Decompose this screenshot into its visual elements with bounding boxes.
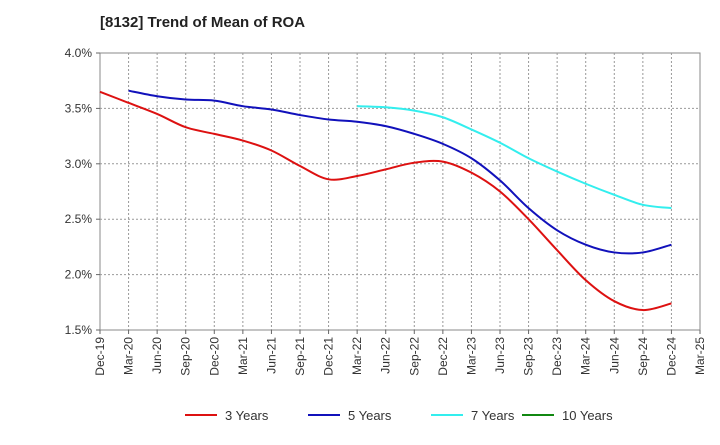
plot-area [99,52,701,331]
x-tick-label: Mar-22 [350,337,364,375]
legend-label-5-years: 5 Years [348,408,392,423]
x-tick-label: Sep-23 [522,337,536,376]
series-lines [99,89,672,312]
x-tick-label: Jun-24 [607,337,621,374]
axes: 1.5% 2.0% 2.5% 3.0% 3.5% 4.0% Dec-19 Mar-20 Jun-… [65,46,707,376]
x-tick-label: Mar-23 [464,337,478,375]
y-tick-label: 1.5% [65,323,93,337]
x-tick-label: Jun-20 [150,337,164,374]
legend-label-7-years: 7 Years [471,408,515,423]
x-tick-label: Sep-21 [293,337,307,376]
series-line-3-years [99,90,672,312]
x-tick-label: Dec-24 [664,337,678,376]
x-tick-label: Jun-21 [264,337,278,374]
x-tick-label: Mar-21 [236,337,250,375]
legend: 3 Years 5 Years 7 Years 10 Years [185,408,613,423]
legend-label-10-years: 10 Years [562,408,613,423]
x-tick-label: Mar-25 [693,337,707,375]
series-line-5-years [128,89,672,255]
x-tick-label: Mar-24 [579,337,593,375]
x-tick-label: Sep-22 [407,337,421,376]
x-tick-label: Dec-20 [207,337,221,376]
y-tick-label: 3.5% [65,101,93,115]
grid [99,52,701,331]
y-tick-label: 3.0% [65,157,93,171]
x-tick-label: Sep-24 [636,337,650,376]
x-tick-label: Mar-20 [122,337,136,375]
x-tick-label: Sep-20 [179,337,193,376]
x-tick-label: Dec-19 [93,337,107,376]
x-tick-label: Dec-23 [550,337,564,376]
y-tick-label: 2.0% [65,268,93,282]
y-tick-label: 2.5% [65,212,93,226]
x-tick-label: Jun-23 [493,337,507,374]
chart-title: [8132] Trend of Mean of ROA [100,14,305,31]
x-tick-label: Dec-21 [322,337,336,376]
series-line-7-years [357,105,672,210]
y-tick-label: 4.0% [65,46,93,60]
x-tick-label: Dec-22 [436,337,450,376]
x-tick-label: Jun-22 [379,337,393,374]
legend-label-3-years: 3 Years [225,408,269,423]
